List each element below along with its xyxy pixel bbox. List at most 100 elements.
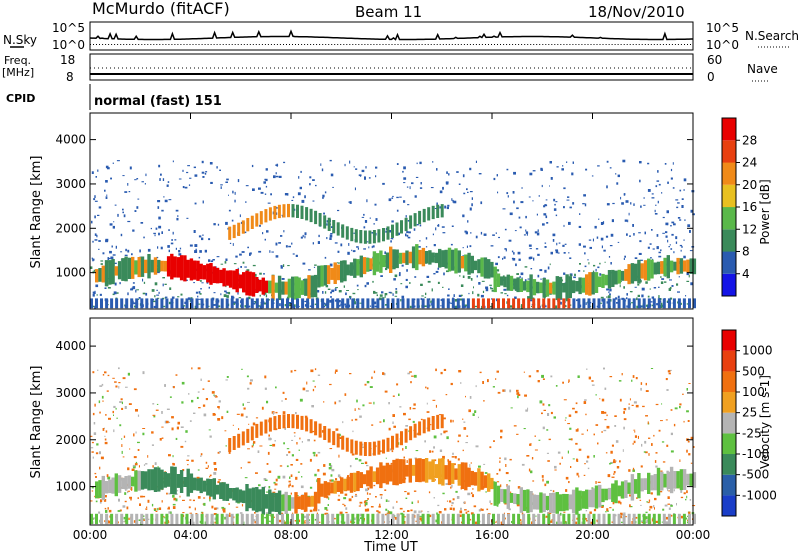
scatter-echo [658,183,661,186]
scatter-echo [96,294,98,296]
scatter-echo [172,463,175,466]
scatter-echo [451,198,453,201]
scatter-echo [427,280,431,283]
echo-band [545,495,550,510]
scatter-echo [476,275,478,278]
scatter-echo [397,232,400,236]
echo-band [212,266,216,284]
scatter-echo [234,199,236,203]
scatter-echo [292,512,294,514]
scatter-echo [482,290,485,293]
n-search-point [129,44,131,45]
scatter-echo [506,294,509,297]
scatter-echo [286,448,290,450]
echo-band [150,259,154,273]
n-search-point [584,44,586,45]
scatter-echo [604,419,607,421]
scatter-echo [516,207,519,210]
scatter-echo [348,304,351,308]
n-search-point [557,44,559,45]
echo-band [375,253,380,272]
scatter-echo [672,187,675,189]
scatter-echo [157,200,161,203]
scatter-echo [472,291,474,295]
scatter-echo [98,400,101,404]
echo-band [539,282,543,294]
scatter-echo [640,205,642,208]
scatter-echo [601,245,603,249]
n-search-point [117,44,119,45]
n-search-point [481,44,483,45]
echo-band [578,490,582,511]
near-range-echo [396,513,400,525]
scatter-echo [451,225,454,227]
scatter-echo [436,168,438,171]
scatter-echo [588,239,592,241]
scatter-echo [643,204,646,206]
echo-band [467,467,471,487]
near-range-echo [436,298,440,309]
echo-band [585,489,589,509]
scatter-echo [431,450,434,453]
n-search-point [650,44,652,45]
near-range-echo [547,513,551,525]
scatter-echo [331,226,333,228]
scatter-echo [317,241,320,244]
scatter-echo [133,388,137,391]
scatter-echo [607,474,611,478]
scatter-echo [213,292,216,294]
scatter-echo [93,198,96,201]
near-range-echo [693,513,696,525]
scatter-echo [208,286,210,289]
scatter-echo [304,521,306,524]
echo-band [170,253,174,280]
n-search-point [509,44,511,45]
near-range-echo [391,513,395,525]
n-search-point [379,44,381,45]
scatter-echo [339,437,343,439]
echo-band [477,468,481,492]
n-search-point [572,44,574,45]
scatter-echo [121,438,123,440]
echo-band [104,260,109,287]
scatter-echo [162,283,164,287]
scatter-echo [374,292,378,294]
near-range-echo [381,513,385,525]
scatter-echo [90,500,93,502]
echo-band [372,471,377,482]
n-search-point [563,44,565,45]
scatter-echo [118,367,120,370]
scatter-echo [510,407,513,409]
scatter-echo [570,466,572,468]
scatter-echo [601,504,604,507]
echo-band [611,269,615,287]
colorbar-segment [722,371,736,392]
echo-band [186,259,190,278]
echo-band [144,471,148,489]
scatter-echo [448,173,450,176]
scatter-echo [365,488,369,492]
echo-band [300,495,305,510]
scatter-echo [292,196,295,199]
scatter-echo [671,285,674,287]
upper-echo [359,441,363,456]
scatter-echo [475,385,477,388]
scatter-echo [359,408,361,410]
upper-echo [350,439,354,454]
scatter-echo [264,238,266,241]
scatter-echo [156,297,160,299]
near-range-echo [652,513,656,525]
echo-band [558,494,563,512]
scatter-echo [452,507,455,511]
scatter-echo [460,284,464,287]
scatter-echo [332,186,334,188]
scatter-echo [657,170,659,173]
echo-band [189,258,194,281]
scatter-echo [102,252,105,255]
scatter-echo [605,511,607,513]
scatter-echo [197,303,201,305]
scatter-echo [455,305,458,308]
near-range-echo [160,513,164,525]
scatter-echo [458,294,462,297]
scatter-echo [179,495,181,498]
